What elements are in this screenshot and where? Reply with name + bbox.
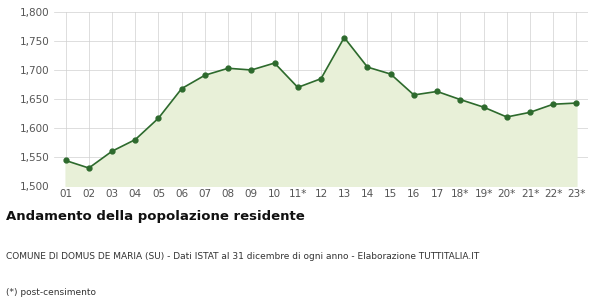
Text: (*) post-censimento: (*) post-censimento [6, 288, 96, 297]
Text: COMUNE DI DOMUS DE MARIA (SU) - Dati ISTAT al 31 dicembre di ogni anno - Elabora: COMUNE DI DOMUS DE MARIA (SU) - Dati IST… [6, 252, 479, 261]
Text: Andamento della popolazione residente: Andamento della popolazione residente [6, 210, 305, 223]
